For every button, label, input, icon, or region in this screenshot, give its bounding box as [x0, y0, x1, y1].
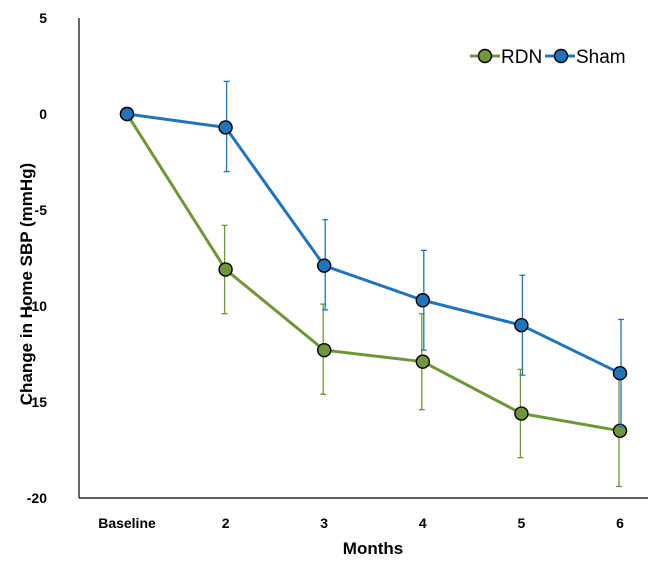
- data-point: [514, 406, 529, 421]
- data-point: [415, 293, 430, 308]
- x-axis-title: Months: [343, 539, 403, 558]
- legend-sham-label: Sham: [576, 47, 626, 68]
- x-tick-label: 3: [320, 515, 328, 531]
- data-point: [119, 106, 135, 122]
- y-tick-labels: 5 0 -5 -10 -15 -20: [27, 10, 47, 506]
- data-point: [612, 366, 628, 381]
- y-tick-label: -20: [27, 490, 47, 506]
- x-tick-label: Baseline: [98, 515, 156, 531]
- legend-sham-marker: [553, 48, 569, 64]
- data-point: [514, 318, 529, 333]
- x-tick-label: 2: [222, 515, 230, 531]
- data-point: [317, 258, 332, 273]
- y-tick-label: -5: [35, 202, 48, 218]
- y-tick-label: 5: [39, 10, 47, 26]
- y-tick-label: 0: [39, 106, 47, 122]
- data-point: [218, 262, 233, 277]
- series-line: [126, 112, 621, 375]
- y-axis-title: Change in Home SBP (mmHg): [17, 163, 36, 405]
- data-point: [415, 354, 430, 369]
- y-tick-label: -15: [27, 394, 47, 410]
- series-rdn: [119, 106, 628, 488]
- axes: [78, 18, 648, 499]
- legend-item-rdn: RDN: [470, 47, 542, 68]
- series-sham: [119, 80, 628, 428]
- x-tick-label: 5: [518, 515, 526, 531]
- y-tick-label: -10: [27, 298, 47, 314]
- legend-item-sham: Sham: [545, 47, 626, 68]
- data-point: [317, 342, 332, 358]
- x-tick-label: 6: [616, 515, 624, 531]
- data-point: [218, 120, 233, 135]
- legend-rdn-label: RDN: [501, 47, 542, 68]
- legend: RDN Sham: [470, 47, 626, 68]
- x-tick-labels: Baseline 2 3 4 5 6: [98, 515, 624, 531]
- series-line: [125, 113, 621, 433]
- legend-rdn-marker: [477, 48, 493, 64]
- data-point: [612, 423, 628, 438]
- series-layer: [119, 80, 628, 488]
- x-tick-label: 4: [419, 515, 427, 531]
